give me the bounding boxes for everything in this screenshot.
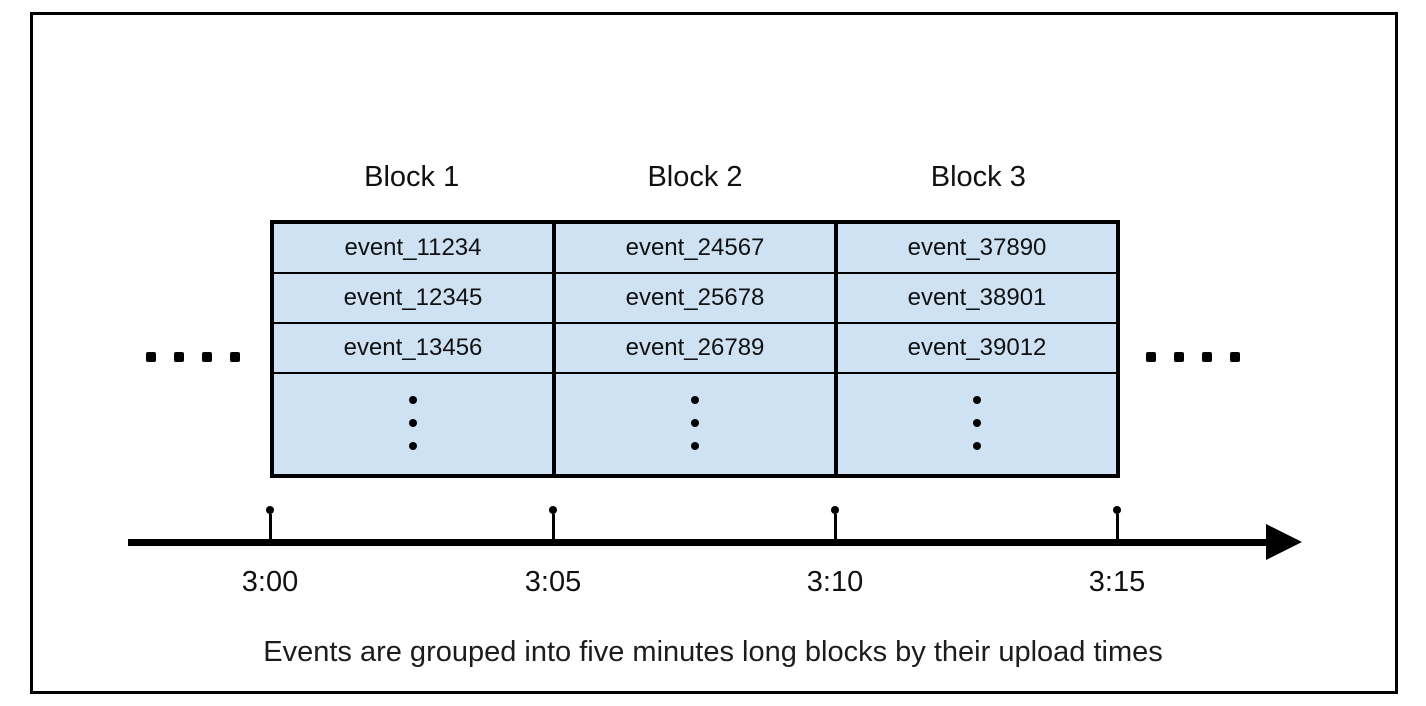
- timeline-arrow-icon: [1266, 524, 1302, 560]
- block-3-more-events: [838, 374, 1116, 474]
- timeline-tick-label: 3:15: [1088, 566, 1146, 598]
- event-cell: event_13456: [274, 324, 552, 374]
- timeline-tick: [549, 506, 557, 539]
- block-3: event_37890 event_38901 event_39012: [834, 224, 1116, 474]
- block-2-more-events: [556, 374, 834, 474]
- timeline-axis: [128, 539, 1270, 546]
- event-cell: event_11234: [274, 224, 552, 274]
- timeline-tick-label: 3:05: [524, 566, 582, 598]
- vertical-ellipsis-icon: [973, 374, 981, 450]
- block-1-more-events: [274, 374, 552, 474]
- block-3-label: Block 3: [930, 161, 1026, 193]
- diagram-caption: Events are grouped into five minutes lon…: [263, 636, 1163, 668]
- timeline-tick: [1113, 506, 1121, 539]
- event-cell: event_24567: [556, 224, 834, 274]
- event-cell: event_38901: [838, 274, 1116, 324]
- timeline-tick-label: 3:10: [806, 566, 864, 598]
- timeline-tick-label: 3:00: [241, 566, 299, 598]
- block-1-label: Block 1: [364, 161, 460, 193]
- block-1: event_11234 event_12345 event_13456: [274, 224, 552, 474]
- vertical-ellipsis-icon: [409, 374, 417, 450]
- vertical-ellipsis-icon: [691, 374, 699, 450]
- event-cell: event_37890: [838, 224, 1116, 274]
- block-2-label: Block 2: [647, 161, 743, 193]
- event-cell: event_12345: [274, 274, 552, 324]
- event-cell: event_25678: [556, 274, 834, 324]
- continuation-dots-right-icon: [1146, 352, 1240, 362]
- event-cell: event_39012: [838, 324, 1116, 374]
- continuation-dots-left-icon: [146, 352, 240, 362]
- event-cell: event_26789: [556, 324, 834, 374]
- timeline-tick: [266, 506, 274, 539]
- block-labels-row: Block 1 Block 2 Block 3: [270, 161, 1120, 194]
- block-2: event_24567 event_25678 event_26789: [552, 224, 834, 474]
- blocks-container: event_11234 event_12345 event_13456 even…: [270, 220, 1120, 478]
- timeline-tick: [831, 506, 839, 539]
